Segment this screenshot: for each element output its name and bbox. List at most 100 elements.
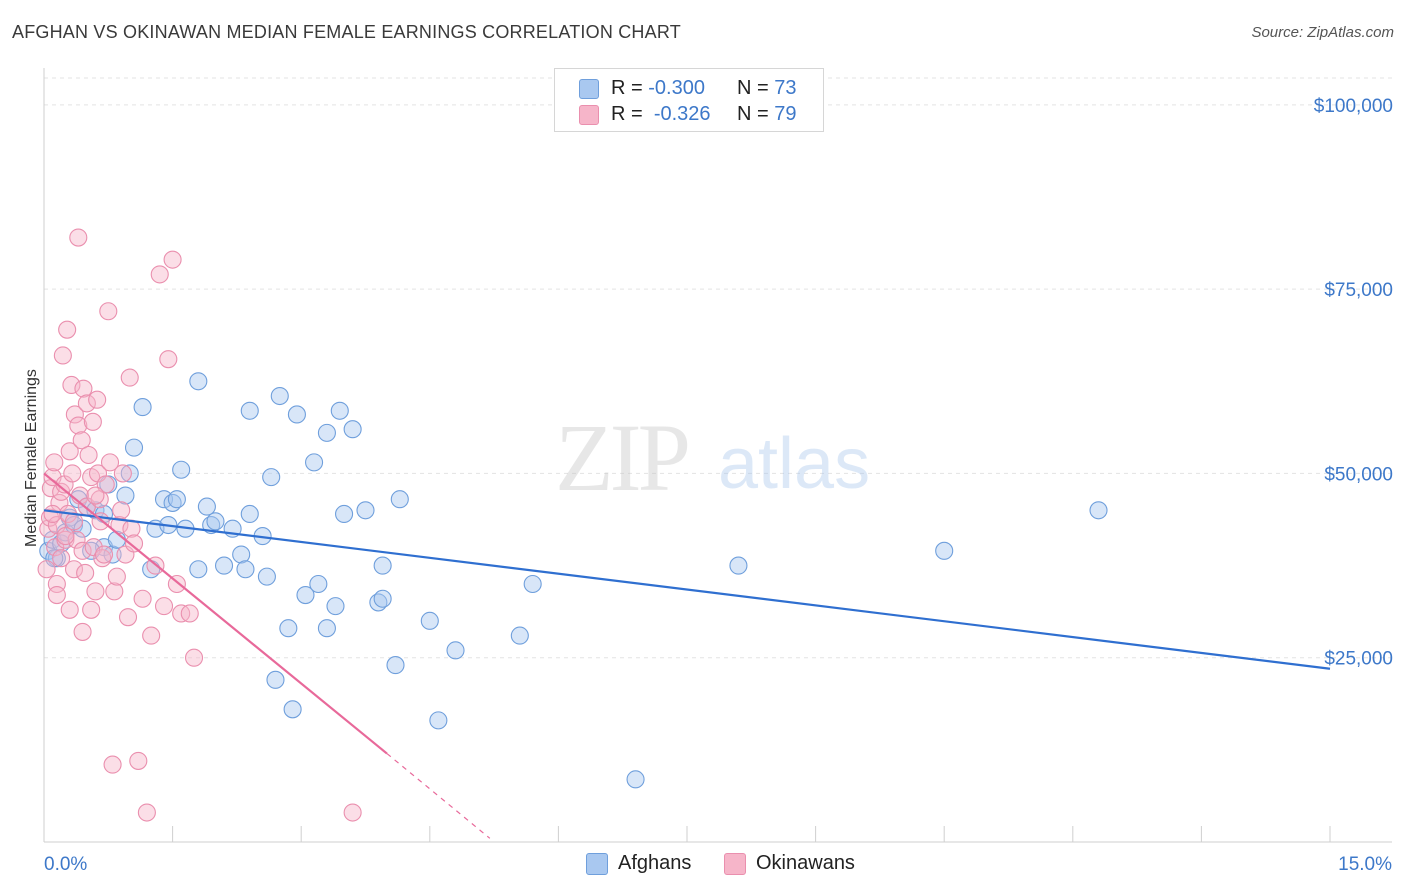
point-okinawans: [150, 265, 169, 284]
legend-n-label: N =: [737, 77, 769, 99]
stats-legend: R = -0.300 N = 73 R = -0.326 N = 79: [554, 68, 824, 132]
point-okinawans: [43, 504, 62, 524]
point-afghans: [335, 504, 354, 524]
point-okinawans: [69, 416, 88, 435]
point-okinawans: [47, 586, 66, 605]
point-afghans: [124, 438, 144, 457]
point-afghans: [240, 401, 259, 420]
point-okinawans: [137, 803, 156, 822]
legend-swatch-afghans: [586, 853, 608, 875]
point-okinawans: [56, 527, 75, 546]
point-afghans: [626, 770, 645, 789]
point-okinawans: [52, 549, 71, 568]
point-afghans: [189, 560, 208, 579]
legend-r-label: R =: [611, 77, 643, 99]
point-afghans: [390, 490, 409, 509]
legend-r-okinawans: R = -0.326: [611, 103, 711, 126]
point-okinawans: [343, 803, 362, 822]
point-afghans: [189, 372, 208, 391]
point-okinawans: [53, 346, 72, 365]
point-okinawans: [77, 394, 96, 413]
point-afghans: [935, 541, 954, 560]
point-afghans: [1089, 501, 1108, 520]
point-afghans: [214, 556, 234, 575]
y-tick-labels: $25,000 $50,000 $75,000 $100,000: [1314, 96, 1393, 670]
point-afghans: [373, 556, 392, 575]
legend-r-value: -0.300: [648, 77, 705, 99]
point-okinawans: [60, 600, 79, 619]
point-okinawans: [154, 597, 174, 616]
point-afghans: [420, 611, 439, 630]
point-afghans: [309, 574, 328, 594]
point-afghans: [429, 711, 448, 730]
point-okinawans: [45, 453, 64, 472]
point-afghans: [296, 586, 315, 605]
legend-swatch-afghans: [579, 79, 599, 99]
point-afghans: [262, 468, 281, 487]
x-tick-labels: 0.0% 15.0%: [44, 854, 1392, 875]
point-okinawans: [62, 375, 81, 395]
trendline-extension-okinawans: [386, 753, 491, 839]
point-okinawans: [46, 538, 65, 557]
point-afghans: [317, 619, 336, 638]
point-okinawans: [180, 604, 199, 623]
point-afghans: [240, 504, 259, 524]
legend-label-okinawans: Okinawans: [756, 852, 855, 874]
legend-r-afghans: R = -0.300: [611, 77, 705, 100]
point-okinawans: [159, 350, 178, 369]
point-afghans: [266, 670, 285, 689]
source-credit: Source: ZipAtlas.com: [1251, 24, 1394, 41]
point-okinawans: [82, 600, 101, 619]
point-afghans: [206, 512, 225, 531]
point-okinawans: [64, 560, 84, 579]
point-afghans: [236, 560, 255, 579]
point-okinawans: [37, 560, 56, 579]
legend-n-label: N =: [737, 103, 769, 125]
point-okinawans: [118, 608, 138, 627]
legend-label-afghans: Afghans: [618, 852, 692, 874]
y-axis-label: Median Female Earnings: [23, 369, 40, 547]
point-afghans: [356, 501, 375, 520]
point-afghans: [343, 420, 362, 439]
chart-title: AFGHAN VS OKINAWAN MEDIAN FEMALE EARNING…: [12, 22, 681, 42]
trendline-afghans: [43, 509, 1331, 670]
point-okinawans: [99, 302, 118, 321]
point-okinawans: [72, 431, 91, 450]
point-okinawans: [58, 320, 77, 339]
point-okinawans: [88, 390, 107, 409]
point-okinawans: [76, 563, 95, 582]
legend-n-value: 79: [774, 103, 797, 125]
trendline-okinawans: [43, 472, 388, 755]
point-afghans: [257, 567, 276, 586]
point-okinawans: [163, 250, 182, 269]
point-afghans: [523, 574, 542, 594]
legend-r-value: -0.326: [653, 103, 711, 125]
point-okinawans: [129, 751, 148, 770]
point-okinawans: [65, 405, 84, 424]
point-okinawans: [63, 464, 82, 483]
trend-layer: [43, 472, 1331, 839]
point-okinawans: [112, 501, 131, 520]
x-tick-label-min: 0.0%: [44, 854, 87, 875]
watermark: ZIP atlas: [555, 404, 870, 511]
point-afghans: [386, 656, 405, 675]
legend-r-label: R =: [611, 103, 643, 125]
legend-n-value: 73: [774, 77, 797, 99]
point-afghans: [279, 619, 298, 638]
point-afghans: [120, 464, 139, 483]
point-afghans: [283, 700, 302, 719]
axes: [43, 68, 1392, 843]
point-afghans: [133, 398, 152, 417]
point-okinawans: [142, 626, 161, 645]
legend-swatch-okinawans: [579, 105, 599, 125]
point-afghans: [510, 626, 529, 645]
point-afghans: [287, 405, 306, 424]
y-tick-label: $100,000: [1314, 96, 1393, 117]
point-afghans: [373, 589, 392, 608]
watermark-atlas: atlas: [718, 424, 870, 504]
point-afghans: [305, 453, 324, 472]
point-afghans: [729, 556, 748, 575]
y-tick-label: $75,000: [1324, 280, 1393, 301]
points-layer: [37, 228, 1108, 822]
